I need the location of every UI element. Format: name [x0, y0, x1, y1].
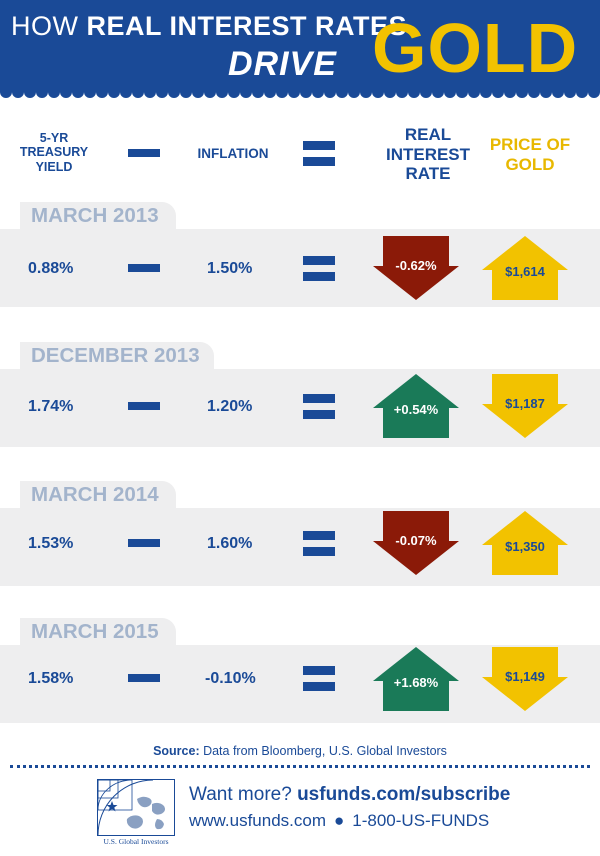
column-header-gold-price: PRICE OF GOLD [489, 135, 571, 174]
equals-sign [303, 531, 335, 556]
yield-value: 1.74% [28, 398, 74, 415]
gold-price-value: $1,350 [505, 539, 545, 554]
title-drive: DRIVE [228, 45, 337, 83]
column-header-yield: 5-YR TREASURY YIELD [19, 131, 89, 174]
inflation-value: 1.60% [207, 535, 253, 552]
page-title: HOW REAL INTEREST RATES [11, 10, 407, 42]
gold-price-value: $1,187 [505, 396, 545, 411]
table-row: 0.88% 1.50% -0.62% $1,614 [0, 229, 600, 307]
column-header-inflation: INFLATION [197, 146, 269, 161]
header-scallop-edge [0, 90, 600, 98]
real-rate-down-arrow: -0.07% [373, 511, 459, 575]
title-main: REAL INTEREST RATES [86, 11, 408, 41]
source-text: Data from Bloomberg, U.S. Global Investo… [199, 744, 447, 758]
gold-price-up-arrow: $1,614 [482, 236, 568, 300]
equals-sign [303, 666, 335, 691]
yield-value: 1.53% [28, 535, 74, 552]
inflation-value: 1.20% [207, 398, 253, 415]
real-rate-value: +0.54% [393, 402, 439, 417]
minus-sign [128, 674, 160, 682]
table-row: 1.74% 1.20% +0.54% $1,187 [0, 369, 600, 447]
gold-price-value: $1,149 [505, 669, 545, 684]
dotted-divider [10, 765, 590, 768]
contact-line: www.usfunds.com ● 1-800-US-FUNDS [189, 810, 489, 832]
title-gold: GOLD [372, 9, 579, 87]
real-rate-value: +1.68% [393, 675, 439, 690]
real-rate-value: -0.62% [395, 258, 437, 273]
equals-sign [303, 256, 335, 281]
phone-number[interactable]: 1-800-US-FUNDS [352, 811, 490, 830]
period-label: MARCH 2013 [20, 202, 176, 230]
real-rate-value: -0.07% [395, 533, 437, 548]
period-label: MARCH 2014 [20, 481, 176, 509]
gold-price-up-arrow: $1,350 [482, 511, 568, 575]
gold-price-down-arrow: $1,149 [482, 647, 568, 711]
logo-caption: U.S. Global Investors [103, 837, 169, 846]
source-note: Source: Data from Bloomberg, U.S. Global… [0, 743, 600, 759]
gold-price-down-arrow: $1,187 [482, 374, 568, 438]
real-rate-down-arrow: -0.62% [373, 236, 459, 300]
minus-sign [128, 402, 160, 410]
equals-sign [303, 141, 335, 166]
inflation-value: -0.10% [205, 670, 256, 687]
title-prefix: HOW [11, 11, 87, 41]
website-link[interactable]: www.usfunds.com [189, 811, 326, 830]
us-global-investors-logo-icon [97, 779, 175, 836]
source-label: Source: [153, 744, 200, 758]
period-label: DECEMBER 2013 [20, 342, 214, 370]
minus-sign [128, 264, 160, 272]
real-rate-up-arrow: +0.54% [373, 374, 459, 438]
yield-value: 1.58% [28, 670, 74, 687]
gold-price-value: $1,614 [505, 264, 545, 279]
table-row: 1.58% -0.10% +1.68% $1,149 [0, 645, 600, 723]
subscribe-line: Want more? usfunds.com/subscribe [189, 783, 510, 807]
subscribe-link[interactable]: usfunds.com/subscribe [297, 784, 511, 805]
inflation-value: 1.50% [207, 260, 253, 277]
table-row: 1.53% 1.60% -0.07% $1,350 [0, 508, 600, 586]
equals-sign [303, 394, 335, 419]
period-label: MARCH 2015 [20, 618, 176, 646]
column-header-real-rate: REAL INTEREST RATE [385, 125, 471, 184]
real-rate-up-arrow: +1.68% [373, 647, 459, 711]
header-banner: HOW REAL INTEREST RATES DRIVE GOLD [0, 0, 600, 92]
minus-sign [128, 539, 160, 547]
minus-sign [128, 149, 160, 157]
want-more-text: Want more? [189, 784, 298, 805]
yield-value: 0.88% [28, 260, 74, 277]
bullet-separator: ● [334, 811, 345, 830]
